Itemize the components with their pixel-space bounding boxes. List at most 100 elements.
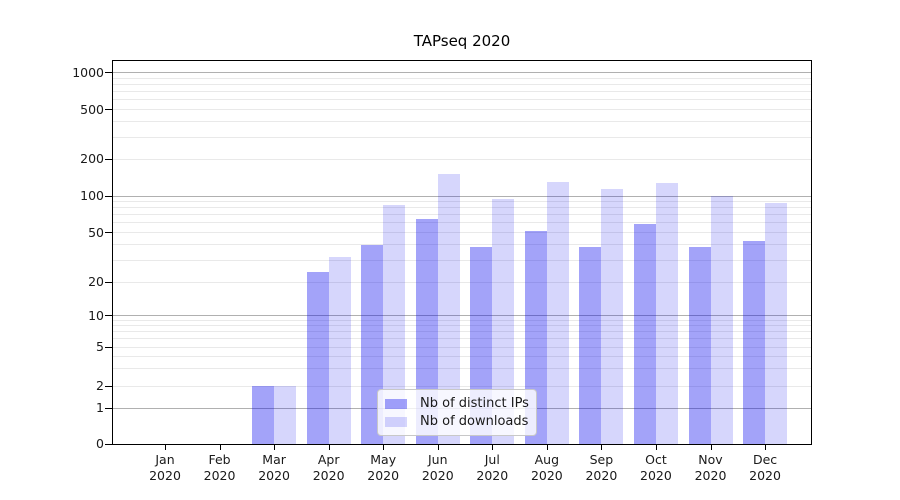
- x-axis-tick: [219, 444, 221, 450]
- gridline-minor: [113, 244, 811, 246]
- x-tick-label-apr: Apr 2020: [301, 452, 357, 484]
- plot-area: [113, 61, 811, 444]
- bar-downloads-jul: [492, 198, 515, 444]
- y-tick-label: 0: [96, 436, 104, 451]
- y-axis-tick: [105, 346, 112, 348]
- y-axis-tick: [105, 407, 112, 409]
- bar-downloads-jun: [437, 174, 460, 444]
- gridline-minor: [113, 91, 811, 93]
- gridline-minor: [113, 158, 811, 160]
- gridline-minor: [113, 83, 811, 85]
- y-axis-tick: [105, 315, 112, 316]
- y-tick-label: 20: [88, 274, 104, 289]
- gridline-major: [113, 195, 811, 197]
- x-tick-year: 2020: [149, 468, 181, 483]
- x-tick-year: 2020: [476, 468, 509, 483]
- gridline-minor: [113, 346, 811, 348]
- y-axis-tick: [105, 72, 112, 73]
- bar-distinct-ips-sep: [579, 247, 602, 444]
- x-tick-label-nov: Nov 2020: [683, 452, 739, 484]
- gridline-minor: [113, 222, 811, 224]
- x-axis-tick: [383, 444, 385, 450]
- x-tick-month: Aug: [534, 452, 560, 467]
- y-axis-tick: [105, 385, 112, 387]
- y-axis-tick: [105, 232, 112, 233]
- y-axis-tick: [105, 109, 112, 110]
- gridline-minor: [113, 232, 811, 233]
- gridline-minor: [113, 201, 811, 203]
- x-tick-month: Oct: [645, 452, 667, 467]
- x-tick-month: Jan: [155, 452, 175, 467]
- gridline-minor: [113, 109, 811, 110]
- x-tick-month: Dec: [752, 452, 778, 467]
- x-tick-month: May: [370, 452, 397, 467]
- y-tick-label: 1: [96, 400, 104, 415]
- gridline-minor: [113, 319, 811, 321]
- bar-downloads-aug: [546, 181, 569, 444]
- x-axis-tick: [437, 444, 439, 450]
- x-tick-year: 2020: [530, 468, 563, 483]
- gridline-minor: [113, 355, 811, 357]
- gridline-minor: [113, 281, 811, 283]
- x-axis-tick: [710, 444, 712, 450]
- gridline-major: [113, 72, 811, 73]
- x-axis-tick: [601, 444, 603, 450]
- x-tick-label-may: May 2020: [355, 452, 411, 484]
- x-tick-year: 2020: [203, 468, 236, 483]
- gridline-minor: [113, 207, 811, 209]
- x-tick-label-mar: Mar 2020: [246, 452, 302, 484]
- bar-distinct-ips-oct: [633, 223, 656, 444]
- x-tick-month: Jul: [484, 452, 500, 467]
- legend: Nb of distinct IPs Nb of downloads: [377, 389, 537, 436]
- x-tick-year: 2020: [367, 468, 400, 483]
- x-tick-label-dec: Dec 2020: [737, 452, 793, 484]
- x-axis-tick: [655, 444, 657, 450]
- bar-downloads-nov: [710, 196, 733, 444]
- chart-title: TAPseq 2020: [413, 32, 511, 50]
- x-tick-label-sep: Sep 2020: [573, 452, 629, 484]
- bar-downloads-apr: [328, 256, 351, 444]
- y-axis-tick: [105, 195, 112, 197]
- y-tick-label: 50: [88, 224, 104, 240]
- x-tick-year: 2020: [749, 468, 781, 483]
- legend-swatch-downloads: [385, 416, 407, 427]
- x-tick-label-jun: Jun 2020: [410, 452, 466, 484]
- x-tick-month: Nov: [698, 452, 723, 467]
- x-tick-month: Feb: [208, 452, 231, 467]
- x-tick-year: 2020: [421, 468, 454, 483]
- x-axis-tick: [274, 444, 276, 450]
- y-axis-tick: [105, 443, 112, 445]
- bar-downloads-sep: [601, 188, 624, 444]
- x-tick-label-jan: Jan 2020: [137, 452, 193, 484]
- x-tick-label-feb: Feb 2020: [192, 452, 248, 484]
- y-axis-tick: [105, 281, 112, 283]
- x-tick-year: 2020: [312, 468, 345, 483]
- gridline-minor: [113, 325, 811, 327]
- x-tick-month: Jun: [427, 452, 448, 467]
- gridline-major: [113, 315, 811, 316]
- y-tick-label: 100: [80, 188, 104, 203]
- gridline-minor: [113, 368, 811, 370]
- legend-row-downloads: Nb of downloads: [385, 414, 529, 429]
- y-tick-label: 200: [80, 151, 104, 166]
- x-axis-tick: [765, 444, 767, 450]
- bar-downloads-may: [383, 204, 406, 444]
- legend-label-downloads: Nb of downloads: [420, 414, 529, 429]
- gridline-minor: [113, 338, 811, 340]
- x-axis-tick: [492, 444, 494, 450]
- gridline-minor: [113, 259, 811, 261]
- x-axis-tick: [165, 444, 166, 450]
- x-tick-year: 2020: [585, 468, 618, 483]
- x-tick-label-jul: Jul 2020: [464, 452, 520, 484]
- x-tick-label-aug: Aug 2020: [519, 452, 575, 484]
- y-axis-tick: [105, 158, 112, 160]
- bar-distinct-ips-jun: [415, 218, 438, 444]
- legend-swatch-distinct-ips: [385, 398, 407, 409]
- gridline-minor: [113, 99, 811, 101]
- bar-distinct-ips-apr: [306, 272, 329, 444]
- gridline-minor: [113, 121, 811, 123]
- y-tick-label: 1000: [72, 64, 104, 80]
- y-tick-label: 10: [88, 307, 104, 323]
- y-tick-label: 500: [80, 101, 104, 117]
- y-tick-label: 2: [96, 378, 104, 393]
